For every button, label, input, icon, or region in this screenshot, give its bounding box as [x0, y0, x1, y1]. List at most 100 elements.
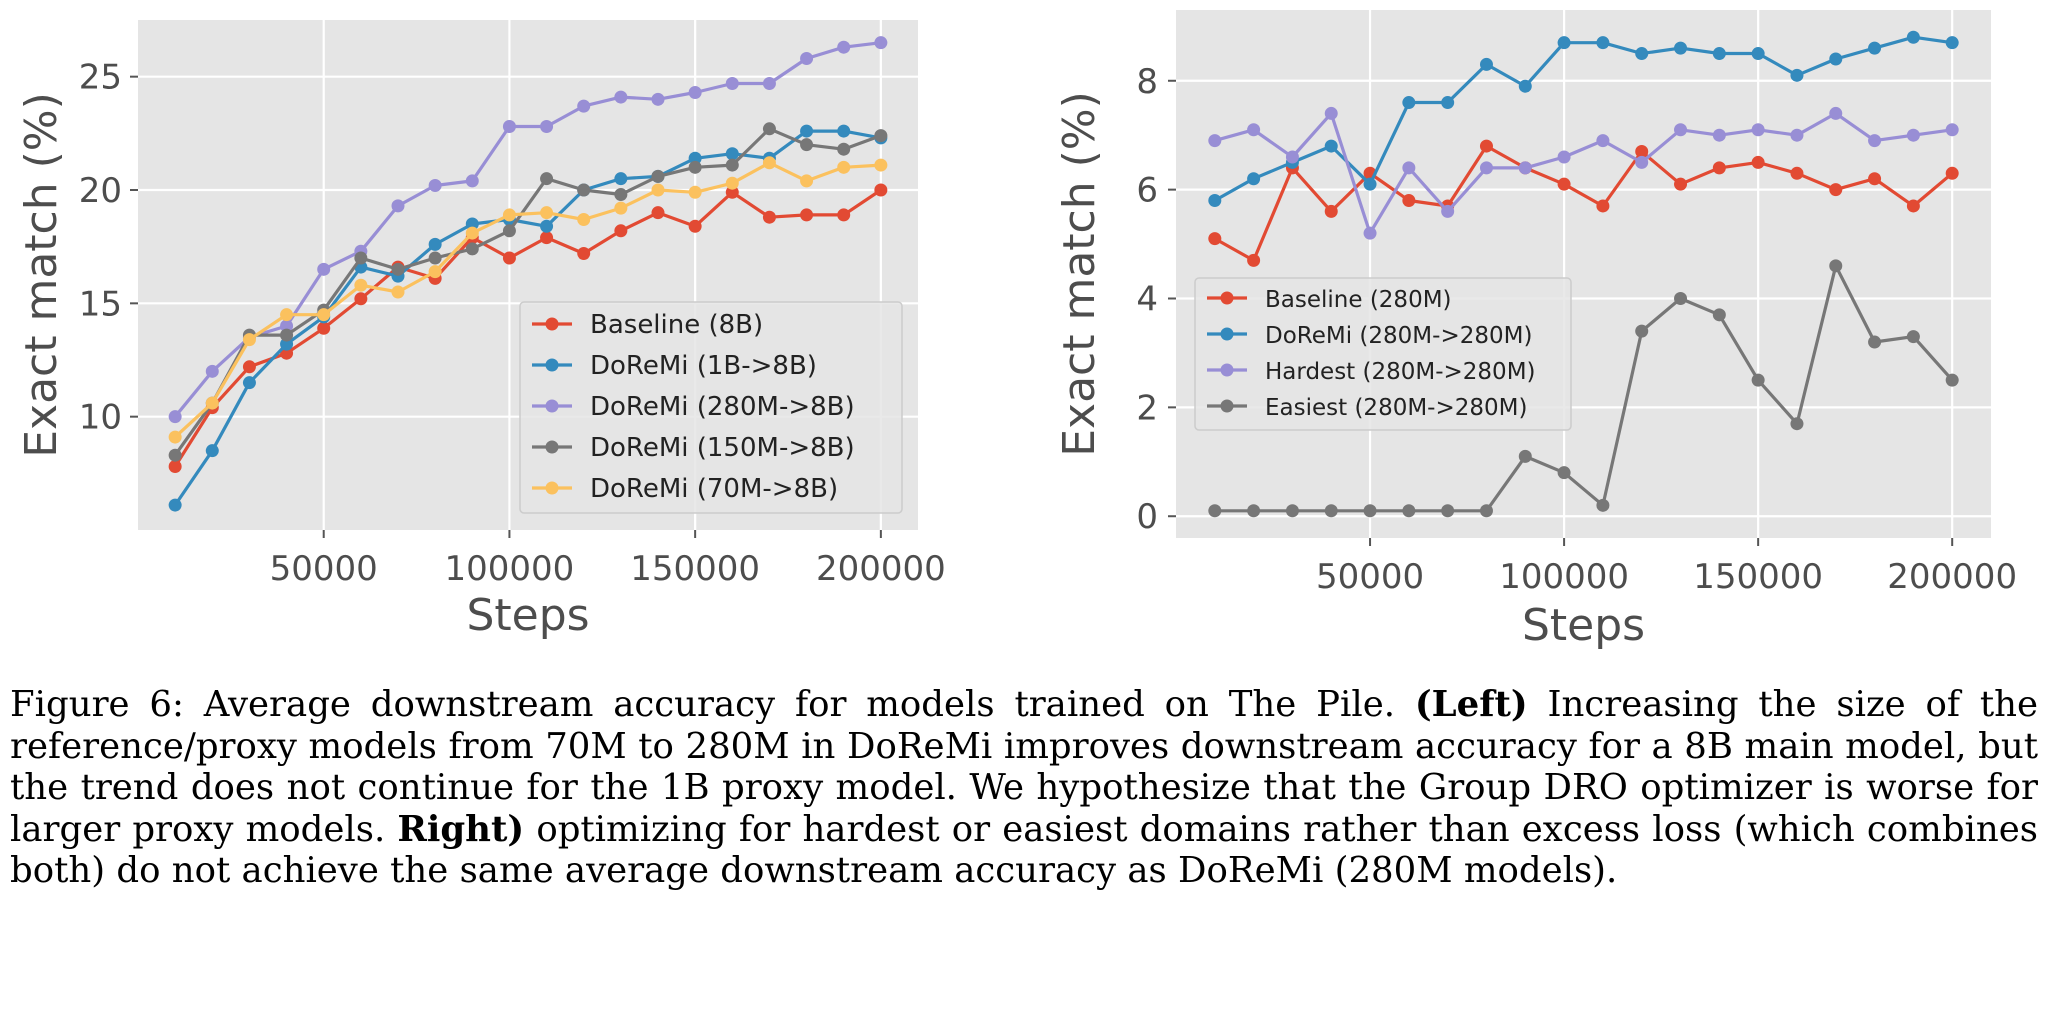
data-point — [1829, 52, 1843, 66]
data-point — [428, 251, 442, 265]
data-point — [280, 337, 294, 351]
data-point — [242, 360, 256, 374]
data-point — [577, 212, 591, 226]
data-point — [540, 120, 554, 134]
data-point — [1635, 324, 1649, 338]
legend-label: Baseline (280M) — [1265, 287, 1452, 313]
y-tick-label: 0 — [1136, 497, 1158, 537]
figure-charts: 50000 100000 150000 20000010152025StepsExac… — [16, 10, 2017, 651]
series-line — [173, 188, 882, 468]
x-axis-label: Steps — [466, 590, 589, 641]
data-point — [1674, 41, 1688, 55]
legend-label: Easiest (280M->280M) — [1265, 395, 1527, 421]
data-point — [688, 86, 702, 100]
data-point — [1790, 417, 1804, 431]
y-tick-label: 8 — [1136, 62, 1158, 102]
legend-marker — [1220, 399, 1234, 413]
data-point — [502, 208, 516, 222]
y-axis-label: Exact match (%) — [16, 92, 67, 458]
data-point — [874, 158, 888, 172]
data-point — [577, 99, 591, 113]
data-point — [205, 444, 219, 458]
legend-marker — [545, 440, 559, 454]
data-point — [1635, 155, 1649, 169]
data-point — [354, 251, 368, 265]
data-point — [465, 174, 479, 188]
data-point — [391, 285, 405, 299]
data-point — [614, 172, 628, 186]
data-point — [1712, 47, 1726, 61]
data-point — [762, 156, 776, 170]
data-point — [280, 328, 294, 342]
legend: Baseline (280M) DoReMi (280M->280M) Hardes… — [1194, 277, 1572, 431]
series-4 — [168, 156, 888, 444]
x-tick-label: 100000 — [445, 549, 575, 589]
data-point — [1557, 150, 1571, 164]
series-1 — [1208, 30, 1959, 208]
data-point — [725, 147, 739, 161]
data-point — [874, 36, 888, 50]
data-point — [1479, 161, 1493, 175]
data-point — [502, 251, 516, 265]
data-point — [688, 160, 702, 174]
data-point — [874, 183, 888, 197]
data-point — [1596, 36, 1610, 50]
series-line — [1214, 111, 1953, 235]
data-point — [800, 138, 814, 152]
data-point — [837, 124, 851, 138]
legend-marker — [545, 317, 559, 331]
data-point — [540, 206, 554, 220]
data-point — [1596, 498, 1610, 512]
series-3 — [168, 122, 888, 462]
legend-marker — [1220, 363, 1234, 377]
data-point — [651, 206, 665, 220]
data-point — [1208, 194, 1222, 208]
data-point — [651, 169, 665, 183]
data-point — [1945, 123, 1959, 137]
data-point — [1868, 134, 1882, 148]
caption-text-3: optimizing for hardest or easiest domain… — [10, 808, 2038, 892]
legend: Baseline (8B) DoReMi (1B->8B) DoReMi (280M… — [519, 301, 903, 514]
data-point — [391, 199, 405, 213]
legend-marker — [545, 481, 559, 495]
data-point — [1790, 68, 1804, 82]
x-tick-label: 100000 — [1499, 557, 1629, 597]
data-point — [800, 124, 814, 138]
data-point — [1479, 504, 1493, 518]
y-tick-label: 6 — [1136, 171, 1158, 211]
data-point — [1712, 128, 1726, 142]
data-point — [1518, 161, 1532, 175]
data-point — [837, 142, 851, 156]
data-point — [1208, 232, 1222, 246]
legend-label: DoReMi (280M->280M) — [1265, 323, 1532, 349]
data-point — [1790, 166, 1804, 180]
data-point — [1712, 161, 1726, 175]
x-tick-label: 50000 — [1316, 557, 1424, 597]
data-point — [1441, 204, 1455, 218]
data-point — [1402, 96, 1416, 110]
data-point — [391, 262, 405, 276]
caption-bold-left: (Left) — [1414, 684, 1528, 725]
x-tick-label: 200000 — [816, 549, 946, 589]
data-point — [1402, 161, 1416, 175]
legend-marker — [545, 399, 559, 413]
data-point — [168, 430, 182, 444]
data-point — [354, 292, 368, 306]
data-point — [1518, 449, 1532, 463]
data-point — [205, 364, 219, 378]
data-point — [1868, 172, 1882, 186]
data-point — [1208, 504, 1222, 518]
data-point — [1596, 134, 1610, 148]
data-point — [1829, 183, 1843, 197]
data-point — [1674, 177, 1688, 191]
series-line — [173, 127, 882, 457]
y-tick-label: 20 — [79, 171, 122, 211]
data-point — [1441, 504, 1455, 518]
data-point — [800, 52, 814, 66]
data-point — [205, 396, 219, 410]
data-point — [280, 346, 294, 360]
data-point — [1945, 166, 1959, 180]
data-point — [502, 120, 516, 134]
data-point — [1751, 373, 1765, 387]
data-point — [614, 224, 628, 238]
